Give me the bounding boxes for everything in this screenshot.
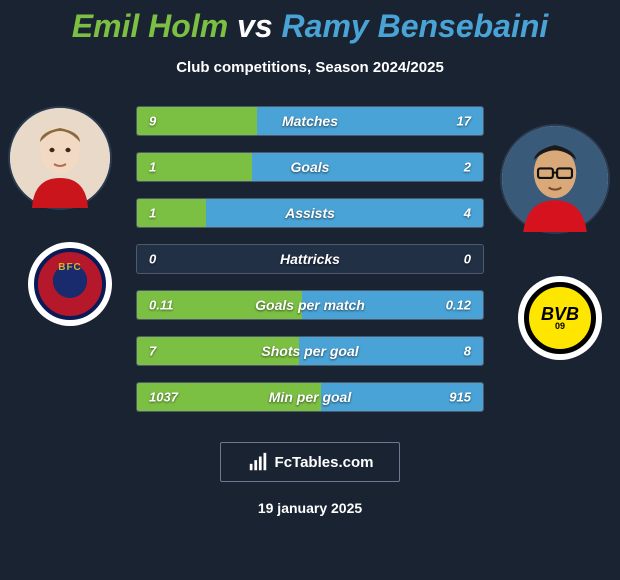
site-name: FcTables.com — [275, 454, 374, 471]
stat-bar-left — [137, 199, 206, 227]
stat-row: 7 8 Shots per goal — [136, 336, 484, 366]
stat-bar-right — [206, 199, 483, 227]
footer-date: 19 january 2025 — [0, 500, 620, 516]
stat-row: 1037 915 Min per goal — [136, 382, 484, 412]
site-logo: FcTables.com — [220, 442, 400, 482]
vs-label: vs — [237, 8, 273, 44]
stat-value-right: 915 — [449, 390, 471, 405]
subtitle: Club competitions, Season 2024/2025 — [0, 59, 620, 76]
stat-label: Shots per goal — [261, 343, 358, 359]
stat-value-right: 8 — [464, 344, 471, 359]
stat-row: 1 4 Assists — [136, 198, 484, 228]
stat-value-left: 0.11 — [149, 298, 173, 313]
stat-label: Goals — [291, 159, 330, 175]
player1-name: Emil Holm — [72, 8, 228, 44]
stat-bar-right — [252, 153, 483, 181]
stat-label: Matches — [282, 113, 338, 129]
player2-avatar — [500, 124, 610, 234]
player2-club-logo: BVB 09 — [518, 276, 602, 360]
stat-row: 1 2 Goals — [136, 152, 484, 182]
stat-value-right: 2 — [464, 160, 471, 175]
stat-bars: 9 17 Matches 1 2 Goals 1 4 Assists 0 0 Hattricks 0.1… — [136, 106, 484, 428]
chart-icon — [247, 451, 269, 473]
stat-value-right: 0 — [464, 252, 471, 267]
stat-value-right: 4 — [464, 206, 471, 221]
bvb-badge-icon: BVB 09 — [524, 282, 596, 354]
stat-label: Min per goal — [269, 389, 351, 405]
stat-value-right: 0.12 — [446, 298, 471, 313]
player1-club-logo — [28, 242, 112, 326]
comparison-title: Emil Holm vs Ramy Bensebaini — [0, 0, 620, 45]
stat-value-left: 1037 — [149, 390, 178, 405]
stat-row: 9 17 Matches — [136, 106, 484, 136]
player2-name: Ramy Bensebaini — [282, 8, 549, 44]
stat-row: 0 0 Hattricks — [136, 244, 484, 274]
stat-value-left: 7 — [149, 344, 156, 359]
stat-value-right: 17 — [457, 114, 471, 129]
stat-value-left: 0 — [149, 252, 156, 267]
player1-avatar — [8, 106, 112, 210]
stat-row: 0.11 0.12 Goals per match — [136, 290, 484, 320]
stat-value-left: 1 — [149, 160, 156, 175]
stat-label: Goals per match — [255, 297, 365, 313]
stat-label: Hattricks — [280, 251, 340, 267]
stat-label: Assists — [285, 205, 335, 221]
comparison-content: BVB 09 9 17 Matches 1 2 Goals 1 4 Assists 0 0 Hattr… — [0, 106, 620, 436]
bologna-badge-icon — [34, 248, 106, 320]
stat-value-left: 9 — [149, 114, 156, 129]
stat-value-left: 1 — [149, 206, 156, 221]
